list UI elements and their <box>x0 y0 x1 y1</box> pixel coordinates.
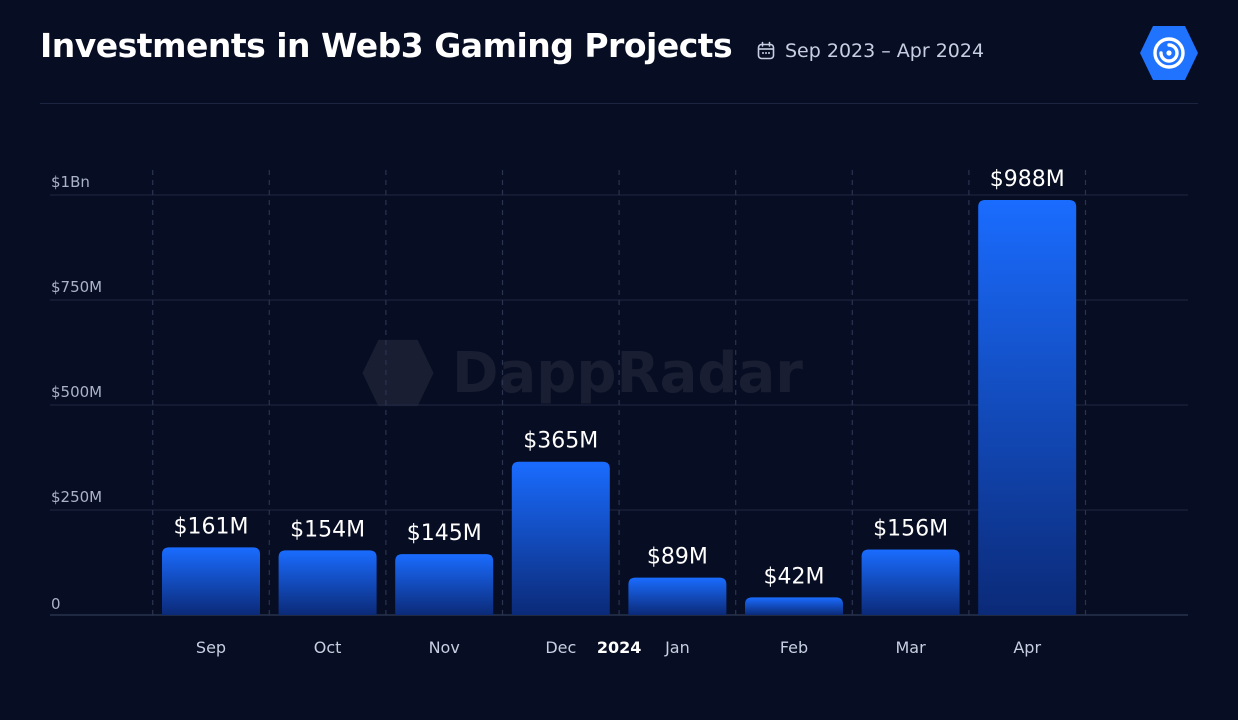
x-tick-label: Oct <box>314 638 342 657</box>
year-marker-label: 2024 <box>597 638 642 657</box>
chart-title: Investments in Web3 Gaming Projects <box>40 26 733 65</box>
label-layer: 0 $250M $500M $750M $1Bn $161M Sep $154M Oct $145… <box>51 167 1065 657</box>
y-tick-label: $250M <box>51 488 102 506</box>
bar-value-label: $988M <box>990 167 1065 192</box>
bar-value-label: $365M <box>523 429 598 454</box>
bar <box>745 597 843 615</box>
bar-value-label: $89M <box>647 545 708 570</box>
date-range-label: Sep 2023 – Apr 2024 <box>785 40 985 62</box>
bar-value-label: $161M <box>174 514 249 539</box>
x-tick-label: Dec <box>545 638 576 657</box>
y-tick-label: $750M <box>51 278 102 296</box>
bar <box>278 550 377 615</box>
bar <box>628 577 727 615</box>
bar <box>978 200 1077 616</box>
x-tick-label: Nov <box>429 638 460 657</box>
bar-value-label: $42M <box>764 564 825 589</box>
bar-value-label: $145M <box>407 521 482 546</box>
x-tick-label: Mar <box>896 638 927 657</box>
date-range: Sep 2023 – Apr 2024 <box>756 40 984 62</box>
bar-value-label: $154M <box>290 517 365 542</box>
bar-layer <box>162 200 1077 616</box>
y-tick-label: $1Bn <box>51 173 90 191</box>
y-tick-label: $500M <box>51 383 102 401</box>
bar <box>395 554 494 615</box>
bar <box>162 547 260 615</box>
y-tick-label: 0 <box>51 595 61 613</box>
x-tick-label: Jan <box>664 638 690 657</box>
x-tick-label: Apr <box>1013 638 1041 657</box>
calendar-icon <box>757 41 775 60</box>
header-divider <box>40 103 1198 104</box>
bar-value-label: $156M <box>873 516 948 541</box>
x-tick-label: Feb <box>780 638 808 657</box>
bar <box>511 461 610 615</box>
bar <box>861 549 960 615</box>
dappradar-logo-icon <box>1140 26 1198 80</box>
x-tick-label: Sep <box>196 638 226 657</box>
